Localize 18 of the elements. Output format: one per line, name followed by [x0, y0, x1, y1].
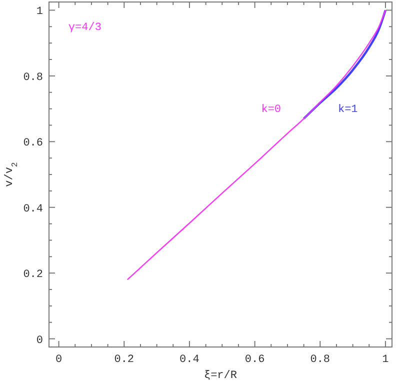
x-tick-label: 0.8 [310, 354, 330, 366]
y-tick-label: 0.2 [23, 269, 43, 282]
x-tick-label: 1 [382, 354, 390, 366]
y-tick-label: 0.4 [23, 203, 44, 216]
x-tick-label: 0.6 [244, 354, 265, 366]
line-series [126, 10, 386, 280]
series-label: k=1 [338, 104, 358, 116]
y-tick-label: 1 [36, 6, 44, 18]
x-tick-label: 0 [55, 354, 62, 366]
series-label: k=0 [261, 104, 282, 116]
x-tick-label: 0.4 [180, 354, 200, 366]
line-series [302, 9, 387, 120]
y-tick-label: 0.6 [23, 138, 43, 150]
x-tick-label: 0.2 [114, 354, 134, 366]
x-axis-title: ξ=r/R [204, 370, 238, 382]
y-tick-label: 0.8 [23, 72, 43, 84]
annotation: γ=4/3 [68, 22, 102, 34]
y-tick-label: 0 [36, 334, 43, 347]
